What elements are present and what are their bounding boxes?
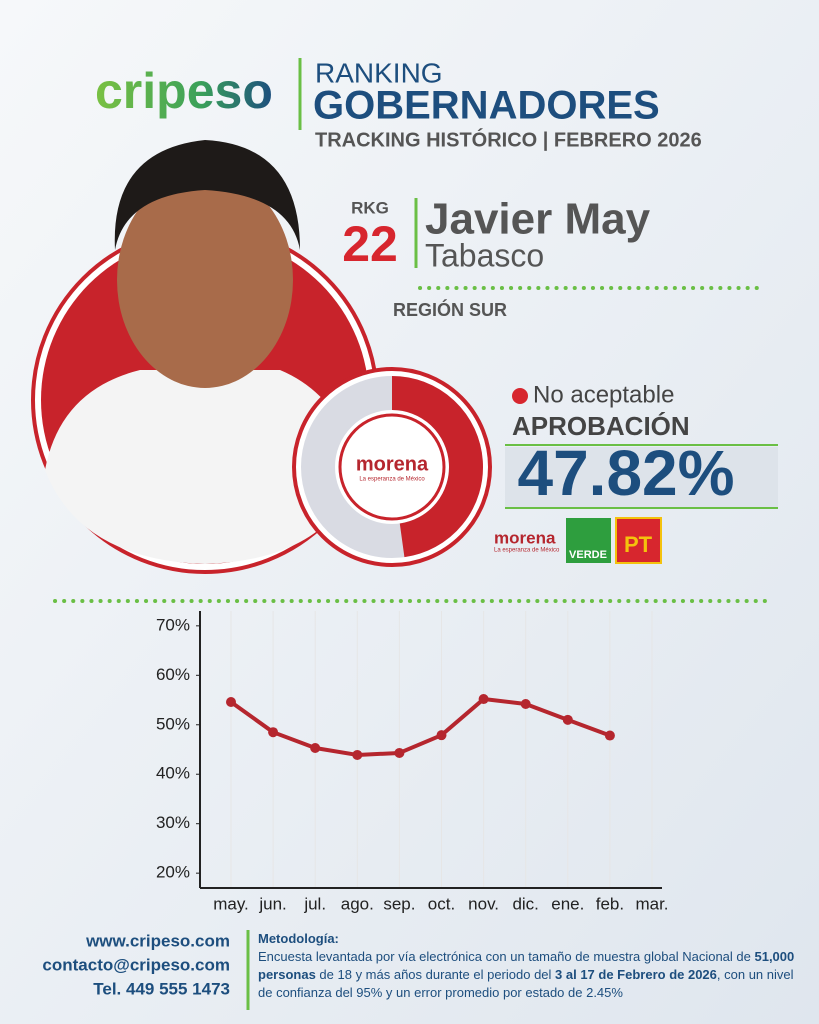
title: GOBERNADORES bbox=[313, 84, 660, 128]
party-tagline: La esperanza de México bbox=[359, 477, 425, 483]
methodology-text: Encuesta levantada por vía electrónica c… bbox=[258, 949, 755, 964]
face bbox=[117, 172, 293, 388]
x-tick-label: jun. bbox=[258, 894, 286, 913]
donut-value bbox=[391, 376, 483, 558]
contacts: www.cripeso.com contacto@cripeso.com Tel. … bbox=[42, 931, 230, 998]
point bbox=[520, 698, 531, 709]
party-logo: PT bbox=[624, 532, 653, 557]
point bbox=[394, 747, 405, 758]
x-tick-label: feb. bbox=[596, 894, 624, 913]
party-logo: morena bbox=[356, 453, 429, 475]
methodology-text: 51,000 personas bbox=[258, 949, 795, 982]
donut-center bbox=[338, 413, 446, 521]
brand-logo: cripeso bbox=[95, 63, 273, 119]
x-tick-label: nov. bbox=[468, 894, 499, 913]
kicker: RANKING bbox=[315, 57, 443, 88]
y-tick-label: 40% bbox=[156, 764, 190, 783]
point bbox=[310, 743, 321, 754]
contact: Tel. 449 555 1473 bbox=[93, 979, 230, 998]
y-tick-label: 50% bbox=[156, 714, 190, 733]
methodology-text: 3 al 17 de Febrero de 2026 bbox=[555, 967, 717, 982]
x-tick-label: dic. bbox=[512, 894, 538, 913]
methodology-text: , con un nivel de confianza del 95% y un… bbox=[258, 967, 794, 1000]
point bbox=[478, 694, 489, 705]
methodology-text: de 18 y más años durante el periodo del bbox=[315, 967, 556, 982]
candidate-name: Javier May bbox=[425, 195, 651, 244]
status-dot bbox=[512, 388, 528, 404]
subtitle: TRACKING HISTÓRICO | FEBRERO 2026 bbox=[315, 127, 702, 151]
x-tick-label: may. bbox=[213, 894, 249, 913]
point bbox=[604, 730, 615, 741]
point bbox=[352, 749, 363, 760]
x-tick-label: ene. bbox=[551, 894, 584, 913]
approval-box bbox=[505, 447, 778, 507]
rank-label: RKG bbox=[351, 198, 389, 217]
point bbox=[268, 727, 279, 738]
y-tick-label: 30% bbox=[156, 813, 190, 832]
y-tick-label: 70% bbox=[156, 615, 190, 634]
approval-label: APROBACIÓN bbox=[512, 411, 690, 441]
methodology: Metodología: Encuesta levantada por vía e… bbox=[258, 930, 798, 1002]
point bbox=[226, 697, 236, 708]
x-tick-label: mar. bbox=[635, 894, 668, 913]
methodology-title: Metodología: bbox=[258, 931, 339, 946]
contact: contacto@cripeso.com bbox=[42, 955, 230, 974]
status: No aceptable bbox=[533, 381, 674, 408]
y-tick-label: 60% bbox=[156, 665, 190, 684]
party-logo: morena bbox=[494, 528, 556, 547]
region: REGIÓN SUR bbox=[393, 299, 507, 320]
x-tick-label: sep. bbox=[383, 894, 415, 913]
party-logo: VERDE bbox=[569, 549, 607, 561]
approval-value: 47.82% bbox=[517, 437, 734, 509]
party-box bbox=[615, 517, 662, 564]
series-line bbox=[229, 697, 611, 757]
hair bbox=[114, 140, 300, 250]
point bbox=[562, 714, 573, 725]
x-tick-label: oct. bbox=[428, 894, 455, 913]
x-tick-label: ago. bbox=[341, 894, 374, 913]
chart: 20% 30% 40% 50% 60% 70% may. jun. jul. ago. sep. oc… bbox=[156, 611, 669, 913]
state: Tabasco bbox=[425, 237, 544, 273]
y-tick-label: 20% bbox=[156, 863, 190, 882]
contact: www.cripeso.com bbox=[85, 931, 230, 950]
party-tagline: La esperanza de México bbox=[494, 548, 560, 554]
x-tick-label: jul. bbox=[303, 894, 326, 913]
rank: 22 bbox=[342, 216, 398, 272]
party-box bbox=[566, 518, 611, 563]
shirt bbox=[45, 370, 360, 564]
point bbox=[436, 730, 447, 741]
